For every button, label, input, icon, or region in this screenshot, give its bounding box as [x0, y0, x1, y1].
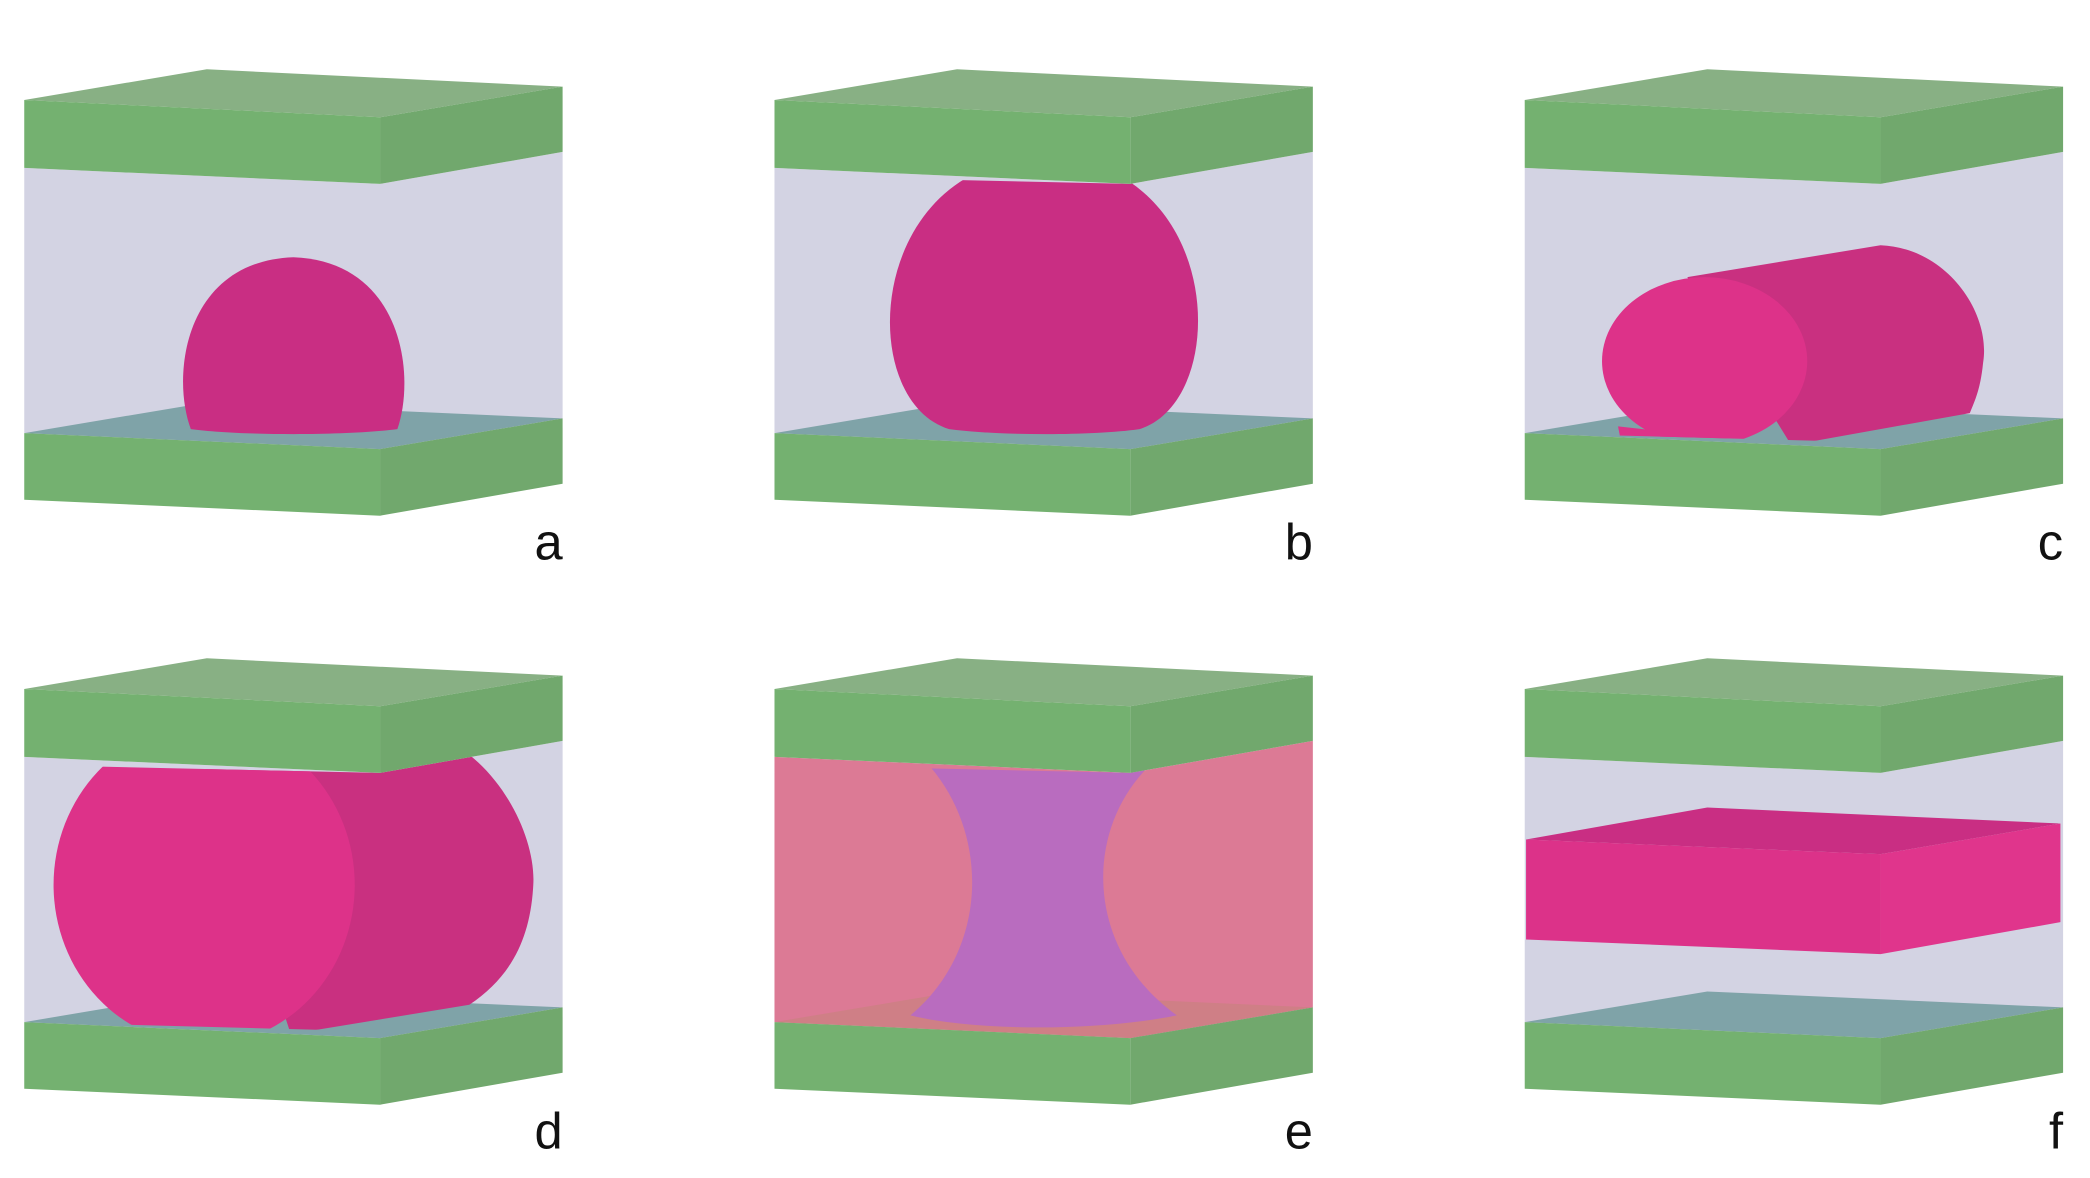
bottom-plate-front	[1524, 1022, 1881, 1105]
top-plate-front	[24, 99, 381, 184]
top-plate-front	[774, 99, 1131, 184]
panel: a	[24, 69, 563, 571]
droplet-group	[1602, 245, 1985, 443]
top-plate-top	[774, 69, 1313, 118]
top-plate-front	[774, 688, 1131, 773]
bottom-plate-side	[1880, 418, 2064, 516]
droplet-group	[183, 257, 405, 435]
top-plate-top	[1524, 658, 2064, 707]
panel: e	[774, 658, 1313, 1160]
panel: c	[1524, 69, 2064, 571]
panel-label: e	[1285, 1103, 1313, 1160]
top-plate-front	[24, 688, 381, 773]
cylinder-cap	[1602, 277, 1808, 443]
bottom-plate-side	[1130, 1007, 1313, 1105]
bottom-plate-front	[1524, 433, 1881, 516]
top-plate-side	[380, 86, 563, 184]
bottom-plate-front	[774, 1022, 1131, 1105]
top-plate-front	[1524, 99, 1881, 184]
top-plate-side	[380, 675, 563, 773]
bottom-plate-front	[24, 433, 381, 516]
panel-label: c	[2038, 514, 2063, 571]
top-plate-top	[24, 658, 563, 707]
droplet	[889, 157, 1199, 435]
top-plate-side	[1130, 675, 1313, 773]
slab-front	[1526, 839, 1881, 955]
top-plate-top	[1524, 69, 2064, 118]
top-plate-side	[1130, 86, 1313, 184]
bottom-plate-front	[24, 1022, 381, 1105]
bottom-plate-side	[1130, 418, 1313, 516]
slab-side	[1880, 823, 2061, 955]
droplet-group	[53, 740, 534, 1032]
droplet-group	[889, 157, 1199, 435]
panel: f	[1524, 658, 2064, 1160]
panel-label: d	[534, 1103, 562, 1160]
panel: b	[774, 69, 1313, 571]
slab-top	[1526, 807, 2061, 855]
panel-label: a	[534, 514, 563, 571]
droplet	[183, 257, 405, 435]
bottom-plate-side	[1880, 1007, 2064, 1105]
bottom-plate-front	[774, 433, 1131, 516]
bottom-plate-side	[380, 1007, 563, 1105]
bottom-plate-top	[1524, 991, 2064, 1039]
cylinder-cap	[53, 740, 355, 1032]
top-plate-side	[1880, 675, 2064, 773]
panel-label: f	[2049, 1103, 2064, 1160]
top-plate-side	[1880, 86, 2064, 184]
top-plate-front	[1524, 688, 1881, 773]
panel-label: b	[1285, 514, 1313, 571]
panel: d	[24, 658, 563, 1160]
droplet-group	[910, 759, 1177, 1028]
neck	[910, 759, 1177, 1028]
top-plate-top	[774, 658, 1313, 707]
bottom-plate-side	[380, 418, 563, 516]
top-plate-top	[24, 69, 563, 118]
